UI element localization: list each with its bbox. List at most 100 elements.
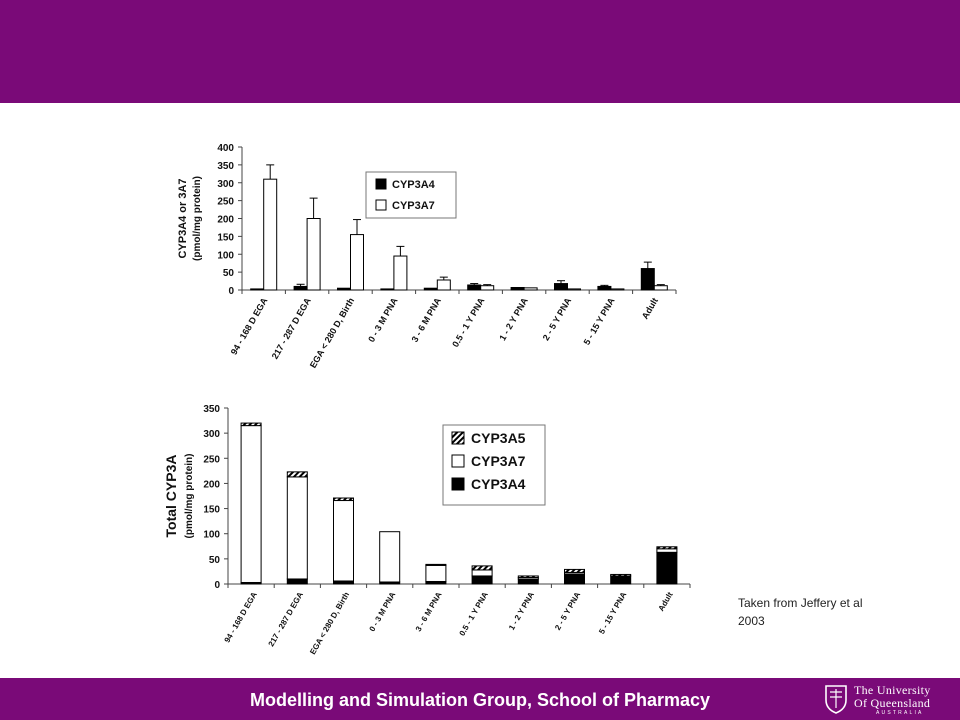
y-tick-label: 0	[228, 286, 234, 297]
bar-cyp3a7	[393, 255, 408, 291]
stack-cyp3a5	[471, 565, 493, 571]
stack-cyp3a4	[564, 573, 585, 585]
bar-cyp3a4	[554, 283, 568, 291]
y-tick-label: 50	[223, 268, 235, 279]
chart-total-cyp3a: 0 50 100 150 200 250 300 350 94 - 168 D EGA 217 -…	[163, 404, 691, 656]
y-tick-label: 300	[203, 429, 220, 440]
x-tick-label: 0.5 - 1 Y PNA	[450, 296, 487, 349]
y-tick-label: 200	[217, 215, 234, 226]
x-tick-label: 3 - 6 M PNA	[410, 296, 444, 344]
header-band	[0, 0, 960, 103]
bar-cyp3a4	[467, 284, 482, 291]
legend-swatch-cyp3a7	[451, 454, 465, 468]
legend-label-cyp3a7: CYP3A7	[392, 200, 435, 212]
x-tick-label: 0 - 3 M PNA	[366, 296, 400, 344]
stack-cyp3a5	[564, 568, 585, 573]
x-tick-label: 5 - 15 Y PNA	[582, 296, 617, 347]
x-tick-label: 94 - 168 D EGA	[223, 590, 259, 644]
x-tick-label: 0 - 3 M PNA	[368, 590, 398, 633]
legend-label-cyp3a4: CYP3A4	[392, 179, 436, 191]
stack-cyp3a5	[610, 573, 632, 577]
bar-cyp3a7	[306, 218, 321, 291]
bar-cyp3a4	[510, 286, 525, 291]
y-tick-label: 350	[217, 161, 234, 172]
x-tick-label: 217 - 287 D EGA	[270, 296, 313, 361]
stack-cyp3a5	[286, 471, 308, 478]
x-tick-label: 2 - 5 Y PNA	[553, 590, 582, 631]
stack-cyp3a4	[517, 578, 539, 585]
bar-cyp3a4	[640, 268, 655, 291]
bar-cyp3a7	[263, 178, 278, 291]
legend-swatch-cyp3a7	[375, 199, 387, 211]
stack-cyp3a7	[286, 476, 308, 580]
x-tick-label: Adult	[657, 590, 675, 612]
crest-icon	[825, 685, 847, 714]
stack-cyp3a7	[240, 425, 262, 583]
stack-cyp3a5	[425, 563, 447, 566]
stack-cyp3a7	[379, 531, 401, 583]
bar-cyp3a4	[380, 288, 395, 291]
y-tick-label: 300	[217, 179, 234, 190]
y-tick-label: 200	[203, 479, 220, 490]
legend-swatch-cyp3a4	[375, 178, 387, 190]
university-logo[interactable]: The University Of Queensland AUSTRALIA	[820, 682, 950, 716]
bar-cyp3a7	[653, 285, 668, 291]
stack-cyp3a5	[333, 497, 354, 502]
y-tick-label: 0	[214, 580, 220, 591]
y-tick-label: 100	[203, 530, 220, 541]
x-tick-label: EGA < 280 D, Birth	[308, 296, 356, 370]
x-tick-label: 2 - 5 Y PNA	[541, 296, 574, 343]
y-tick-label: 100	[217, 250, 234, 261]
bar-cyp3a7	[350, 234, 364, 291]
x-tick-label: 1 - 2 Y PNA	[507, 590, 536, 631]
legend-swatch-cyp3a4	[451, 477, 465, 491]
y-axis-subtitle: (pmol/mg protein)	[184, 454, 195, 539]
legend-swatch-cyp3a5	[451, 431, 465, 445]
x-tick-label: 5 - 15 Y PNA	[597, 590, 628, 635]
stack-cyp3a7	[425, 564, 447, 582]
citation-caption: Taken from Jeffery et al 2003	[738, 594, 938, 630]
x-tick-label: 1 - 2 Y PNA	[497, 296, 530, 343]
y-tick-label: 150	[217, 232, 234, 243]
bar-cyp3a7	[567, 288, 581, 291]
stack-cyp3a5	[656, 546, 678, 550]
logo-line-1: The University	[854, 683, 931, 697]
stack-cyp3a7	[656, 548, 678, 553]
legend-label-cyp3a4: CYP3A4	[471, 476, 526, 492]
footer-band	[0, 678, 960, 720]
bar-cyp3a4	[337, 287, 351, 291]
x-tick-label: 217 - 287 D EGA	[267, 590, 306, 648]
y-tick-label: 150	[203, 505, 220, 516]
x-tick-label: 3 - 6 M PNA	[414, 590, 444, 633]
bar-cyp3a7	[523, 287, 538, 291]
stack-cyp3a4	[286, 578, 308, 585]
bar-cyp3a7	[480, 285, 495, 291]
x-tick-label: 94 - 168 D EGA	[229, 296, 270, 357]
legend-label-cyp3a7: CYP3A7	[471, 453, 526, 469]
y-tick-label: 350	[203, 404, 220, 415]
stack-cyp3a7	[333, 500, 354, 582]
y-axis-title: Total CYP3A	[163, 455, 179, 538]
x-tick-label: EGA < 280 D, Birth	[308, 590, 351, 656]
y-tick-label: 250	[217, 197, 234, 208]
bar-cyp3a4	[423, 287, 438, 291]
stack-cyp3a4	[471, 575, 493, 585]
y-axis-subtitle: (pmol/mg protein)	[192, 176, 203, 261]
stack-cyp3a4	[610, 575, 632, 585]
stack-cyp3a5	[240, 422, 262, 427]
stack-cyp3a5	[517, 575, 539, 578]
logo-line-2: Of Queensland	[854, 696, 931, 710]
y-tick-label: 50	[209, 555, 221, 566]
bar-cyp3a7	[610, 288, 625, 291]
bar-cyp3a4	[250, 288, 265, 291]
bar-cyp3a7	[436, 279, 451, 291]
x-tick-label: Adult	[640, 296, 660, 321]
legend-label-cyp3a5: CYP3A5	[471, 430, 526, 446]
logo-line-3: AUSTRALIA	[876, 710, 924, 716]
bar-cyp3a4	[293, 285, 308, 291]
citation-line-1: Taken from Jeffery et al	[738, 596, 863, 610]
stack-cyp3a7	[471, 569, 493, 577]
stack-cyp3a4	[656, 551, 678, 585]
chart-cyp3a4-3a7: 0 50 100 150 200 250 300 350 400 94 - 168 D EGA 21…	[177, 143, 677, 370]
